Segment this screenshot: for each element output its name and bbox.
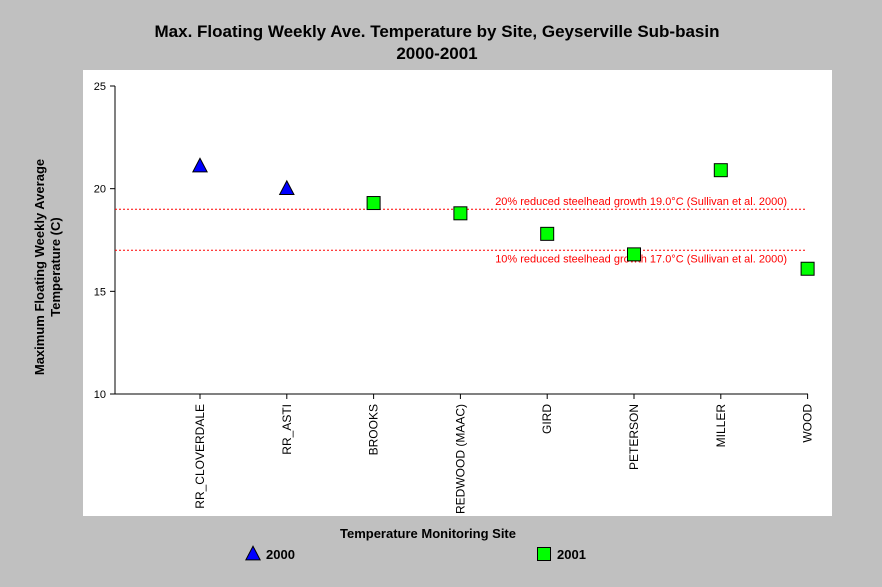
x-tick-label: BROOKS [367,404,381,455]
y-tick-label: 10 [94,389,106,401]
chart-title-line2: 2000-2001 [396,44,477,63]
y-tick-label: 25 [94,81,106,93]
x-tick-label: MILLER [714,404,728,448]
x-tick-label: RR_ASTI [280,404,294,455]
reference-line-label: 10% reduced steelhead growth 17.0°C (Sul… [495,253,787,265]
legend-marker-2000 [245,545,261,561]
y-axis-label-line2: Temperature (C) [48,217,63,316]
plot-area [83,70,832,516]
data-point-2000 [192,157,208,173]
y-axis-label-line1: Maximum Floating Weekly Average [32,159,47,375]
data-point-2001 [627,247,641,262]
data-point-2001 [453,206,468,221]
axis-layer: 10 15 20 25 RR_CLOVERDALE RR_ASTI BROOKS REDWOO… [94,81,815,514]
chart-title-line1: Max. Floating Weekly Ave. Temperature by… [155,22,720,41]
x-tick-label: WOOD [801,404,815,443]
data-marks [192,157,815,276]
x-tick-label: REDWOOD (MAAC) [453,404,467,514]
legend-label: 2001 [557,547,586,562]
x-tick-label: PETERSON [627,404,641,470]
data-point-2001 [540,226,555,241]
legend-marker-2001 [537,547,551,561]
x-axis-label: Temperature Monitoring Site [340,526,516,541]
legend: 2000 2001 [245,545,586,562]
data-point-2001 [713,163,728,178]
y-tick-label: 20 [94,184,106,196]
data-point-2000 [278,179,295,196]
x-tick-label: RR_CLOVERDALE [193,404,207,509]
data-point-2001 [800,261,815,276]
reference-line-label: 20% reduced steelhead growth 19.0°C (Sul… [495,196,787,208]
data-point-2001 [366,196,381,211]
x-tick-label: GIRD [540,404,554,434]
y-tick-label: 15 [94,286,106,298]
legend-label: 2000 [266,547,295,562]
